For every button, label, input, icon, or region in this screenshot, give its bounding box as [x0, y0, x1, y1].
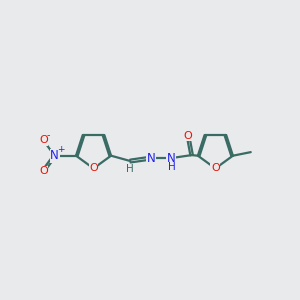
Text: O: O [184, 131, 192, 141]
Text: O: O [211, 164, 220, 173]
Text: O: O [39, 135, 48, 145]
Text: -: - [47, 130, 50, 140]
Text: N: N [50, 149, 59, 162]
Text: H: H [127, 164, 134, 174]
Text: N: N [147, 152, 156, 165]
Text: O: O [89, 164, 98, 173]
Text: +: + [57, 145, 64, 154]
Text: H: H [167, 162, 175, 172]
Text: N: N [167, 152, 176, 165]
Text: O: O [39, 166, 48, 176]
